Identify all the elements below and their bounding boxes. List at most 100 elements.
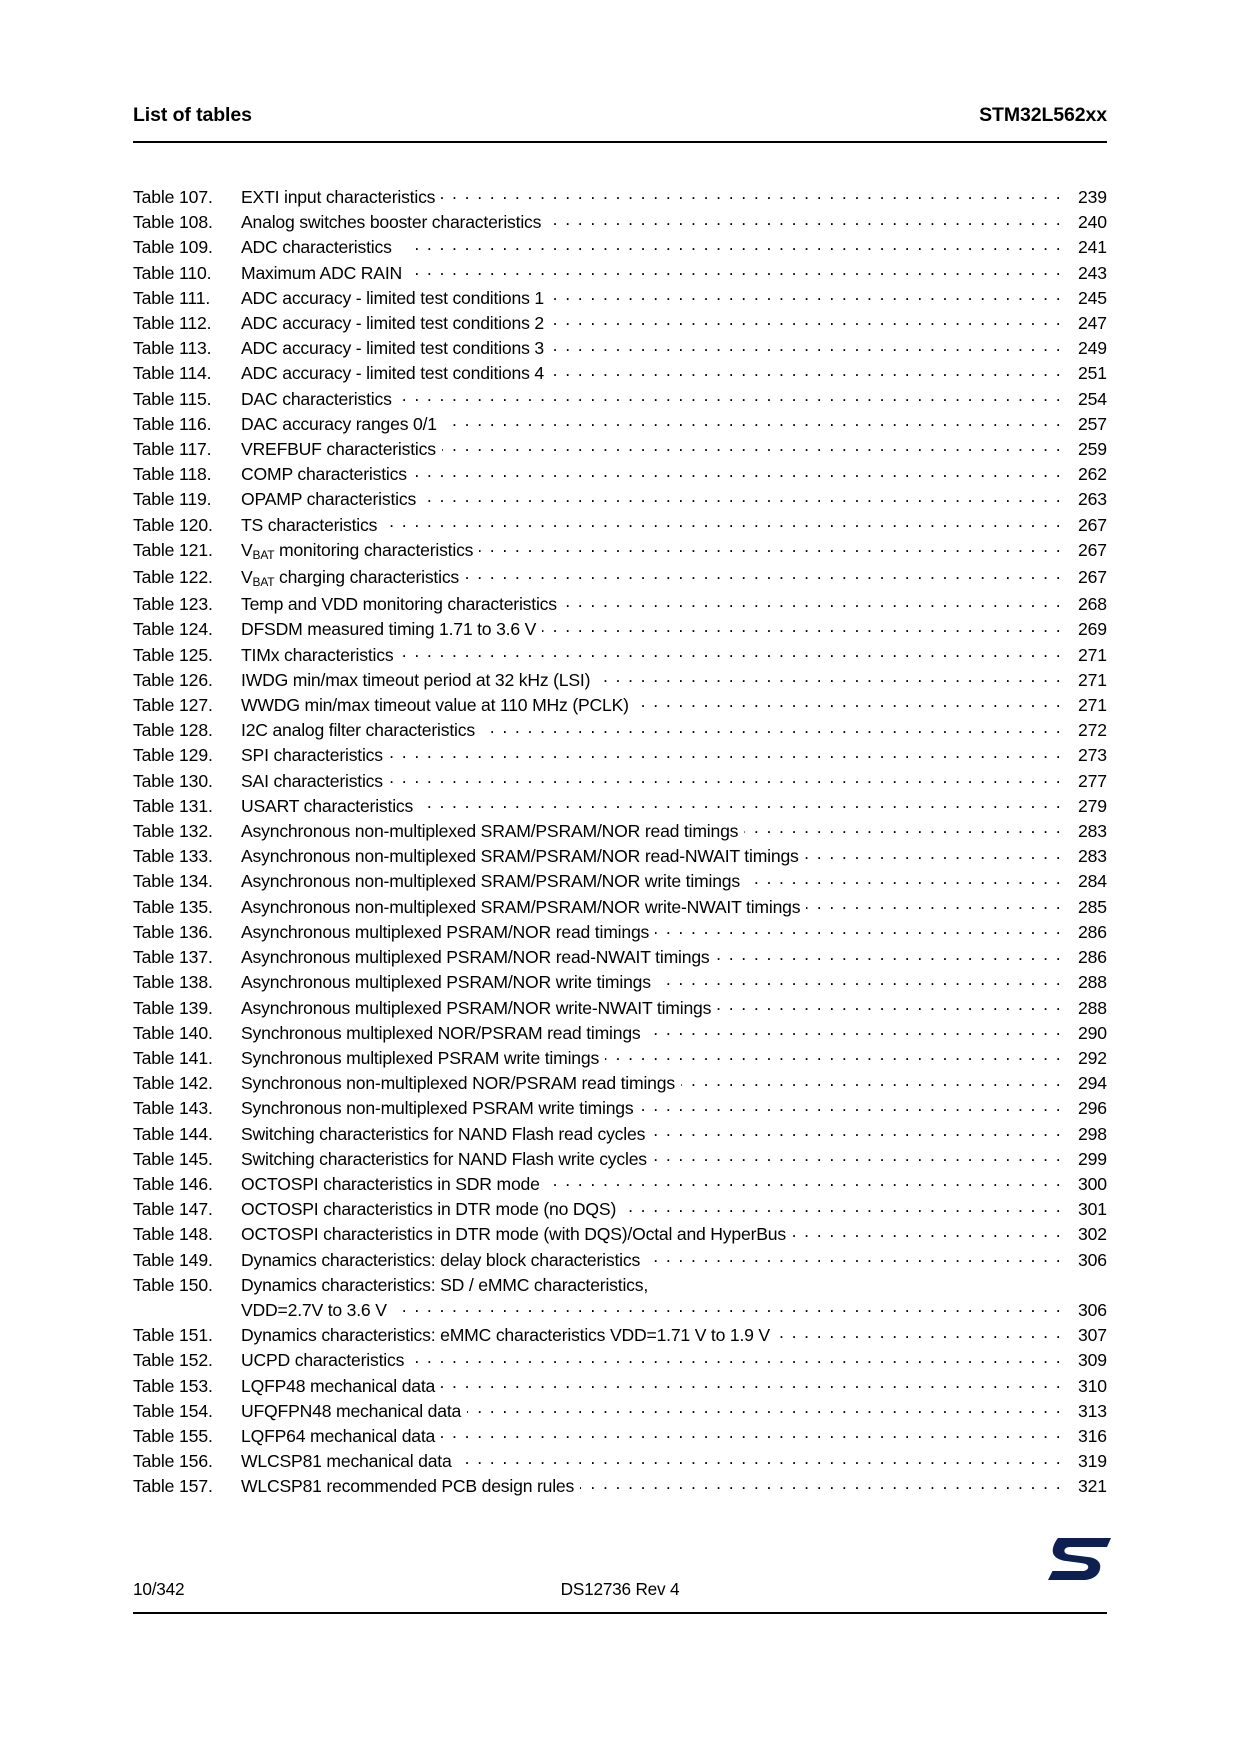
toc-entry-title: ADC characteristics (241, 237, 392, 258)
toc-entry[interactable]: Table 142. Synchronous non-multiplexed NO… (133, 1071, 1107, 1096)
toc-entry-page-number: 309 (1077, 1350, 1107, 1371)
toc-entry[interactable]: Table 128. I2C analog filter characterist… (133, 718, 1107, 743)
toc-entry-title: Analog switches booster characteristics (241, 212, 542, 233)
toc-entry[interactable]: Table 122. VBAT charging characteristics 2… (133, 565, 1107, 592)
toc-entry[interactable]: Table 138. Asynchronous multiplexed PSRAM… (133, 970, 1107, 995)
toc-dot-leader (546, 1172, 1062, 1190)
toc-entry-label: Table 137. (133, 947, 213, 968)
toc-entry-page-number: 257 (1077, 413, 1107, 434)
list-of-tables: Table 107.EXTI input characteristics239T… (133, 185, 1107, 1500)
toc-title-suffix: charging characteristics (274, 567, 460, 588)
toc-entry[interactable]: Table 132. Asynchronous non-multiplexed S… (133, 819, 1107, 844)
toc-entry[interactable]: Table 120. TS characteristics 267 (133, 513, 1107, 538)
toc-dot-leader (465, 565, 1062, 583)
toc-entry[interactable]: Table 119. OPAMP characteristics 263 (133, 487, 1107, 512)
toc-entry[interactable]: Table 124. DFSDM measured timing 1.71 to … (133, 617, 1107, 642)
toc-entry[interactable]: Table 115. DAC characteristics 254 (133, 387, 1107, 412)
toc-dot-leader (467, 1399, 1062, 1417)
toc-entry[interactable]: Table 126. IWDG min/max timeout period at… (133, 668, 1107, 693)
toc-dot-leader (655, 920, 1062, 938)
toc-entry[interactable]: Table 109. ADC characteristics 241 (133, 235, 1107, 260)
toc-entry-label: Table 150. (133, 1274, 213, 1295)
toc-entry[interactable]: Table 150. Dynamics characteristics: SD /… (133, 1273, 1107, 1298)
toc-entry-page-number: 267 (1077, 539, 1107, 560)
toc-entry[interactable]: Table 114. ADC accuracy - limited test co… (133, 361, 1107, 386)
toc-entry[interactable]: Table 121. VBAT monitoring characteristic… (133, 538, 1107, 565)
toc-entry[interactable]: Table 111. ADC accuracy - limited test co… (133, 286, 1107, 311)
toc-entry[interactable]: Table 125. TIMx characteristics 271 (133, 643, 1107, 668)
toc-entry-title: Switching characteristics for NAND Flash… (241, 1123, 646, 1144)
toc-entry-page-number: 306 (1077, 1299, 1107, 1320)
toc-entry[interactable]: Table 148. OCTOSPI characteristics in DTR… (133, 1222, 1107, 1247)
toc-entry[interactable]: Table 130. SAI characteristics 277 (133, 769, 1107, 794)
toc-entry[interactable]: Table 117. VREFBUF characteristics 259 (133, 437, 1107, 462)
toc-entry-title: Asynchronous non-multiplexed SRAM/PSRAM/… (241, 846, 799, 867)
toc-entry[interactable]: Table 145. Switching characteristics for … (133, 1147, 1107, 1172)
toc-entry[interactable]: Table 147. OCTOSPI characteristics in DTR… (133, 1197, 1107, 1222)
toc-dot-leader (408, 261, 1062, 279)
toc-entry[interactable]: Table 144. Switching characteristics for … (133, 1122, 1107, 1147)
toc-entry[interactable]: Table 153. LQFP48 mechanical data 310 (133, 1374, 1107, 1399)
toc-entry[interactable]: Table 113. ADC accuracy - limited test co… (133, 336, 1107, 361)
toc-entry[interactable]: Table 116. DAC accuracy ranges 0/1 257 (133, 412, 1107, 437)
toc-entry[interactable]: Table 155. LQFP64 mechanical data 316 (133, 1424, 1107, 1449)
toc-dot-leader (383, 513, 1062, 531)
toc-dot-leader (389, 744, 1062, 762)
toc-dot-leader (653, 1147, 1062, 1165)
toc-entry[interactable]: Table 152. UCPD characteristics 309 (133, 1348, 1107, 1373)
toc-entry[interactable]: Table 139. Asynchronous multiplexed PSRAM… (133, 996, 1107, 1021)
toc-entry-page-number: 249 (1077, 338, 1107, 359)
toc-entry-title: Asynchronous multiplexed PSRAM/NOR read-… (241, 947, 710, 968)
toc-entry-label: Table 114. (133, 363, 212, 384)
toc-entry-title: Asynchronous multiplexed PSRAM/NOR read … (241, 921, 650, 942)
toc-entry-label: Table 149. (133, 1249, 213, 1270)
toc-entry[interactable]: Table 151. Dynamics characteristics: eMMC… (133, 1323, 1107, 1348)
toc-entry[interactable]: Table 123. Temp and VDD monitoring charac… (133, 592, 1107, 617)
toc-dot-leader (550, 362, 1062, 380)
toc-dot-leader (422, 488, 1062, 506)
toc-entry[interactable]: Table 112. ADC accuracy - limited test co… (133, 311, 1107, 336)
toc-entry-title: WLCSP81 mechanical data (241, 1451, 452, 1472)
toc-entry-page-number: 300 (1077, 1173, 1107, 1194)
toc-entry[interactable]: Table 131. USART characteristics 279 (133, 794, 1107, 819)
toc-entry[interactable]: Table 141. Synchronous multiplexed PSRAM … (133, 1046, 1107, 1071)
toc-entry[interactable]: Table 107. EXTI input characteristics 239 (133, 185, 1107, 210)
toc-entry[interactable]: Table 154. UFQFPN48 mechanical data 313 (133, 1399, 1107, 1424)
toc-entry-label: Table 132. (133, 821, 213, 842)
toc-entry-page-number: 319 (1077, 1451, 1107, 1472)
toc-entry-title: Temp and VDD monitoring characteristics (241, 594, 557, 615)
toc-entry[interactable]: Table 110. Maximum ADC RAIN 243 (133, 261, 1107, 286)
toc-entry[interactable]: Table 157. WLCSP81 recommended PCB design… (133, 1474, 1107, 1499)
toc-entry[interactable]: Table 156. WLCSP81 mechanical data 319 (133, 1449, 1107, 1474)
toc-entry-label: Table 112. (133, 313, 212, 334)
toc-dot-leader (717, 996, 1062, 1014)
toc-entry-label: Table 135. (133, 896, 213, 917)
toc-entry[interactable]: Table 118. COMP characteristics 262 (133, 462, 1107, 487)
toc-entry[interactable]: Table 135. Asynchronous non-multiplexed S… (133, 895, 1107, 920)
toc-entry-title: UCPD characteristics (241, 1350, 405, 1371)
toc-entry[interactable]: VDD=2.7V to 3.6 V 306 (133, 1298, 1107, 1323)
toc-entry-label: Table 156. (133, 1451, 213, 1472)
toc-entry[interactable]: Table 134. Asynchronous non-multiplexed S… (133, 869, 1107, 894)
toc-entry[interactable]: Table 108. Analog switches booster charac… (133, 210, 1107, 235)
toc-dot-leader (415, 236, 1062, 254)
toc-entry[interactable]: Table 140. Synchronous multiplexed NOR/PS… (133, 1021, 1107, 1046)
toc-dot-leader (458, 1450, 1062, 1468)
toc-dot-leader (596, 668, 1062, 686)
toc-entry[interactable]: Table 149. Dynamics characteristics: dela… (133, 1248, 1107, 1273)
toc-entry[interactable]: Table 146. OCTOSPI characteristics in SDR… (133, 1172, 1107, 1197)
toc-entry[interactable]: Table 127. WWDG min/max timeout value at … (133, 693, 1107, 718)
toc-entry-label: Table 127. (133, 695, 213, 716)
toc-entry-label: Table 138. (133, 972, 213, 993)
toc-entry-title: OCTOSPI characteristics in SDR mode (241, 1173, 540, 1194)
toc-entry[interactable]: Table 137. Asynchronous multiplexed PSRAM… (133, 945, 1107, 970)
toc-entry[interactable]: Table 133. Asynchronous non-multiplexed S… (133, 844, 1107, 869)
toc-entry[interactable]: Table 129. SPI characteristics 273 (133, 743, 1107, 768)
toc-entry-page-number: 267 (1077, 567, 1107, 588)
footer-document-ref: DS12736 Rev 4 (560, 1579, 680, 1599)
toc-dot-leader (622, 1198, 1062, 1216)
toc-entry[interactable]: Table 143. Synchronous non-multiplexed PS… (133, 1096, 1107, 1121)
toc-entry-page-number: 268 (1077, 594, 1107, 615)
header-divider (133, 141, 1107, 143)
toc-entry[interactable]: Table 136. Asynchronous multiplexed PSRAM… (133, 920, 1107, 945)
